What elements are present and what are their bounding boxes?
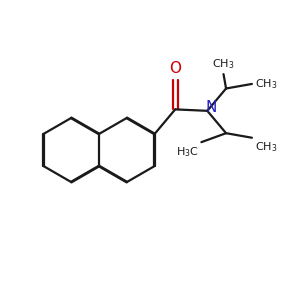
Text: N: N bbox=[206, 100, 218, 116]
Text: CH$_3$: CH$_3$ bbox=[255, 77, 277, 91]
Text: CH$_3$: CH$_3$ bbox=[212, 57, 235, 70]
Text: CH$_3$: CH$_3$ bbox=[255, 141, 277, 154]
Text: H$_3$C: H$_3$C bbox=[176, 145, 199, 159]
Text: O: O bbox=[169, 61, 181, 76]
